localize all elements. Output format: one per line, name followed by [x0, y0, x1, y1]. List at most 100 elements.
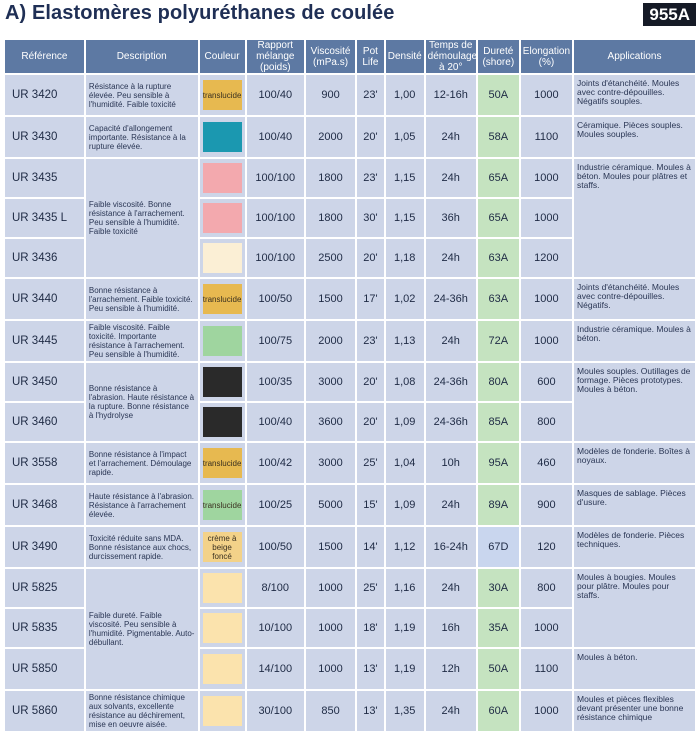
hardness-cell: 60A — [477, 691, 519, 731]
page-title: A) Elastomères polyuréthanes de coulée — [5, 2, 395, 24]
elongation-cell: 800 — [520, 403, 573, 441]
color-cell — [199, 363, 245, 401]
col-header-hardness: Dureté (shore) — [477, 40, 519, 73]
applications-cell: Moules à béton. — [574, 649, 695, 689]
potlife-cell: 25' — [357, 443, 384, 483]
hardness-cell: 63A — [477, 239, 519, 277]
color-swatch — [202, 613, 242, 643]
viscosity-cell: 3600 — [305, 403, 356, 441]
applications-cell: Moules et pièces flexibles devant présen… — [574, 691, 695, 731]
color-swatch: translucide — [202, 284, 242, 314]
ratio-cell: 30/100 — [246, 691, 304, 731]
viscosity-cell: 1000 — [305, 649, 356, 689]
hardness-cell: 65A — [477, 199, 519, 237]
hardness-cell: 89A — [477, 485, 519, 525]
table-row: UR 3440 Bonne résistance à l'arrachement… — [5, 279, 695, 319]
color-cell — [199, 569, 245, 607]
demold-cell: 16-24h — [425, 527, 476, 567]
hardness-cell: 80A — [477, 363, 519, 401]
color-swatch: translucide — [202, 448, 242, 478]
ratio-cell: 100/75 — [246, 321, 304, 361]
demold-cell: 24-36h — [425, 403, 476, 441]
density-cell: 1,12 — [385, 527, 424, 567]
col-header-potlife: Pot Life — [357, 40, 384, 73]
density-cell: 1,02 — [385, 279, 424, 319]
demold-cell: 24h — [425, 239, 476, 277]
reference-cell: UR 3440 — [5, 279, 84, 319]
color-cell: translucide — [199, 485, 245, 525]
potlife-cell: 13' — [357, 691, 384, 731]
color-cell — [199, 649, 245, 689]
color-cell — [199, 321, 245, 361]
density-cell: 1,04 — [385, 443, 424, 483]
reference-cell: UR 5825 — [5, 569, 84, 607]
hardness-cell: 67D — [477, 527, 519, 567]
viscosity-cell: 1500 — [305, 279, 356, 319]
table-row: UR 3490 Toxicité réduite sans MDA. Bonne… — [5, 527, 695, 567]
color-swatch — [202, 654, 242, 684]
density-cell: 1,09 — [385, 485, 424, 525]
col-header-applications: Applications — [574, 40, 695, 73]
reference-cell: UR 3445 — [5, 321, 84, 361]
viscosity-cell: 1500 — [305, 527, 356, 567]
demold-cell: 12-16h — [425, 75, 476, 115]
viscosity-cell: 900 — [305, 75, 356, 115]
demold-cell: 24h — [425, 691, 476, 731]
color-cell: translucide — [199, 443, 245, 483]
color-cell: crème à beige foncé — [199, 527, 245, 567]
color-swatch: translucide — [202, 80, 242, 110]
description-cell: Bonne résistance à l'abrasion. Haute rés… — [85, 363, 198, 441]
demold-cell: 36h — [425, 199, 476, 237]
ratio-cell: 100/40 — [246, 75, 304, 115]
density-cell: 1,05 — [385, 117, 424, 157]
reference-cell: UR 3436 — [5, 239, 84, 277]
elongation-cell: 1000 — [520, 279, 573, 319]
elongation-cell: 1000 — [520, 691, 573, 731]
viscosity-cell: 3000 — [305, 443, 356, 483]
elongation-cell: 460 — [520, 443, 573, 483]
density-cell: 1,08 — [385, 363, 424, 401]
density-cell: 1,15 — [385, 199, 424, 237]
viscosity-cell: 5000 — [305, 485, 356, 525]
elongation-cell: 120 — [520, 527, 573, 567]
demold-cell: 24-36h — [425, 363, 476, 401]
density-cell: 1,19 — [385, 609, 424, 647]
applications-cell: Industrie céramique. Moules à béton. — [574, 321, 695, 361]
table-row: UR 3460 100/40 3600 20' 1,09 24-36h 85A … — [5, 403, 695, 441]
applications-cell: Joints d'étanchéité. Moules avec contre-… — [574, 75, 695, 115]
demold-cell: 24h — [425, 569, 476, 607]
applications-cell: Joints d'étanchéité. Moules avec contre-… — [574, 279, 695, 319]
elongation-cell: 1200 — [520, 239, 573, 277]
hardness-cell: 72A — [477, 321, 519, 361]
demold-cell: 24h — [425, 117, 476, 157]
potlife-cell: 20' — [357, 117, 384, 157]
color-swatch — [202, 163, 242, 193]
ratio-cell: 100/100 — [246, 239, 304, 277]
elongation-cell: 1000 — [520, 321, 573, 361]
product-table: Référence Description Couleur Rapport mé… — [3, 38, 697, 733]
col-header-reference: Référence — [5, 40, 84, 73]
description-cell: Haute résistance à l'abrasion. Résistanc… — [85, 485, 198, 525]
color-swatch — [202, 696, 242, 726]
applications-cell: Modèles de fonderie. Pièces techniques. — [574, 527, 695, 567]
col-header-description: Description — [85, 40, 198, 73]
potlife-cell: 13' — [357, 649, 384, 689]
density-cell: 1,35 — [385, 691, 424, 731]
table-row: UR 3435 L 100/100 1800 30' 1,15 36h 65A … — [5, 199, 695, 237]
table-row: UR 5835 10/100 1000 18' 1,19 16h 35A 100… — [5, 609, 695, 647]
color-swatch — [202, 243, 242, 273]
color-swatch — [202, 407, 242, 437]
table-row: UR 3436 100/100 2500 20' 1,18 24h 63A 12… — [5, 239, 695, 277]
applications-cell: Industrie céramique. Moules à béton. Mou… — [574, 159, 695, 277]
color-swatch: translucide — [202, 490, 242, 520]
color-cell — [199, 609, 245, 647]
potlife-cell: 23' — [357, 75, 384, 115]
hardness-cell: 50A — [477, 75, 519, 115]
applications-cell: Moules souples. Outillages de formage. P… — [574, 363, 695, 441]
color-swatch — [202, 203, 242, 233]
color-swatch — [202, 326, 242, 356]
reference-cell: UR 5835 — [5, 609, 84, 647]
potlife-cell: 23' — [357, 159, 384, 197]
potlife-cell: 25' — [357, 569, 384, 607]
reference-cell: UR 5850 — [5, 649, 84, 689]
